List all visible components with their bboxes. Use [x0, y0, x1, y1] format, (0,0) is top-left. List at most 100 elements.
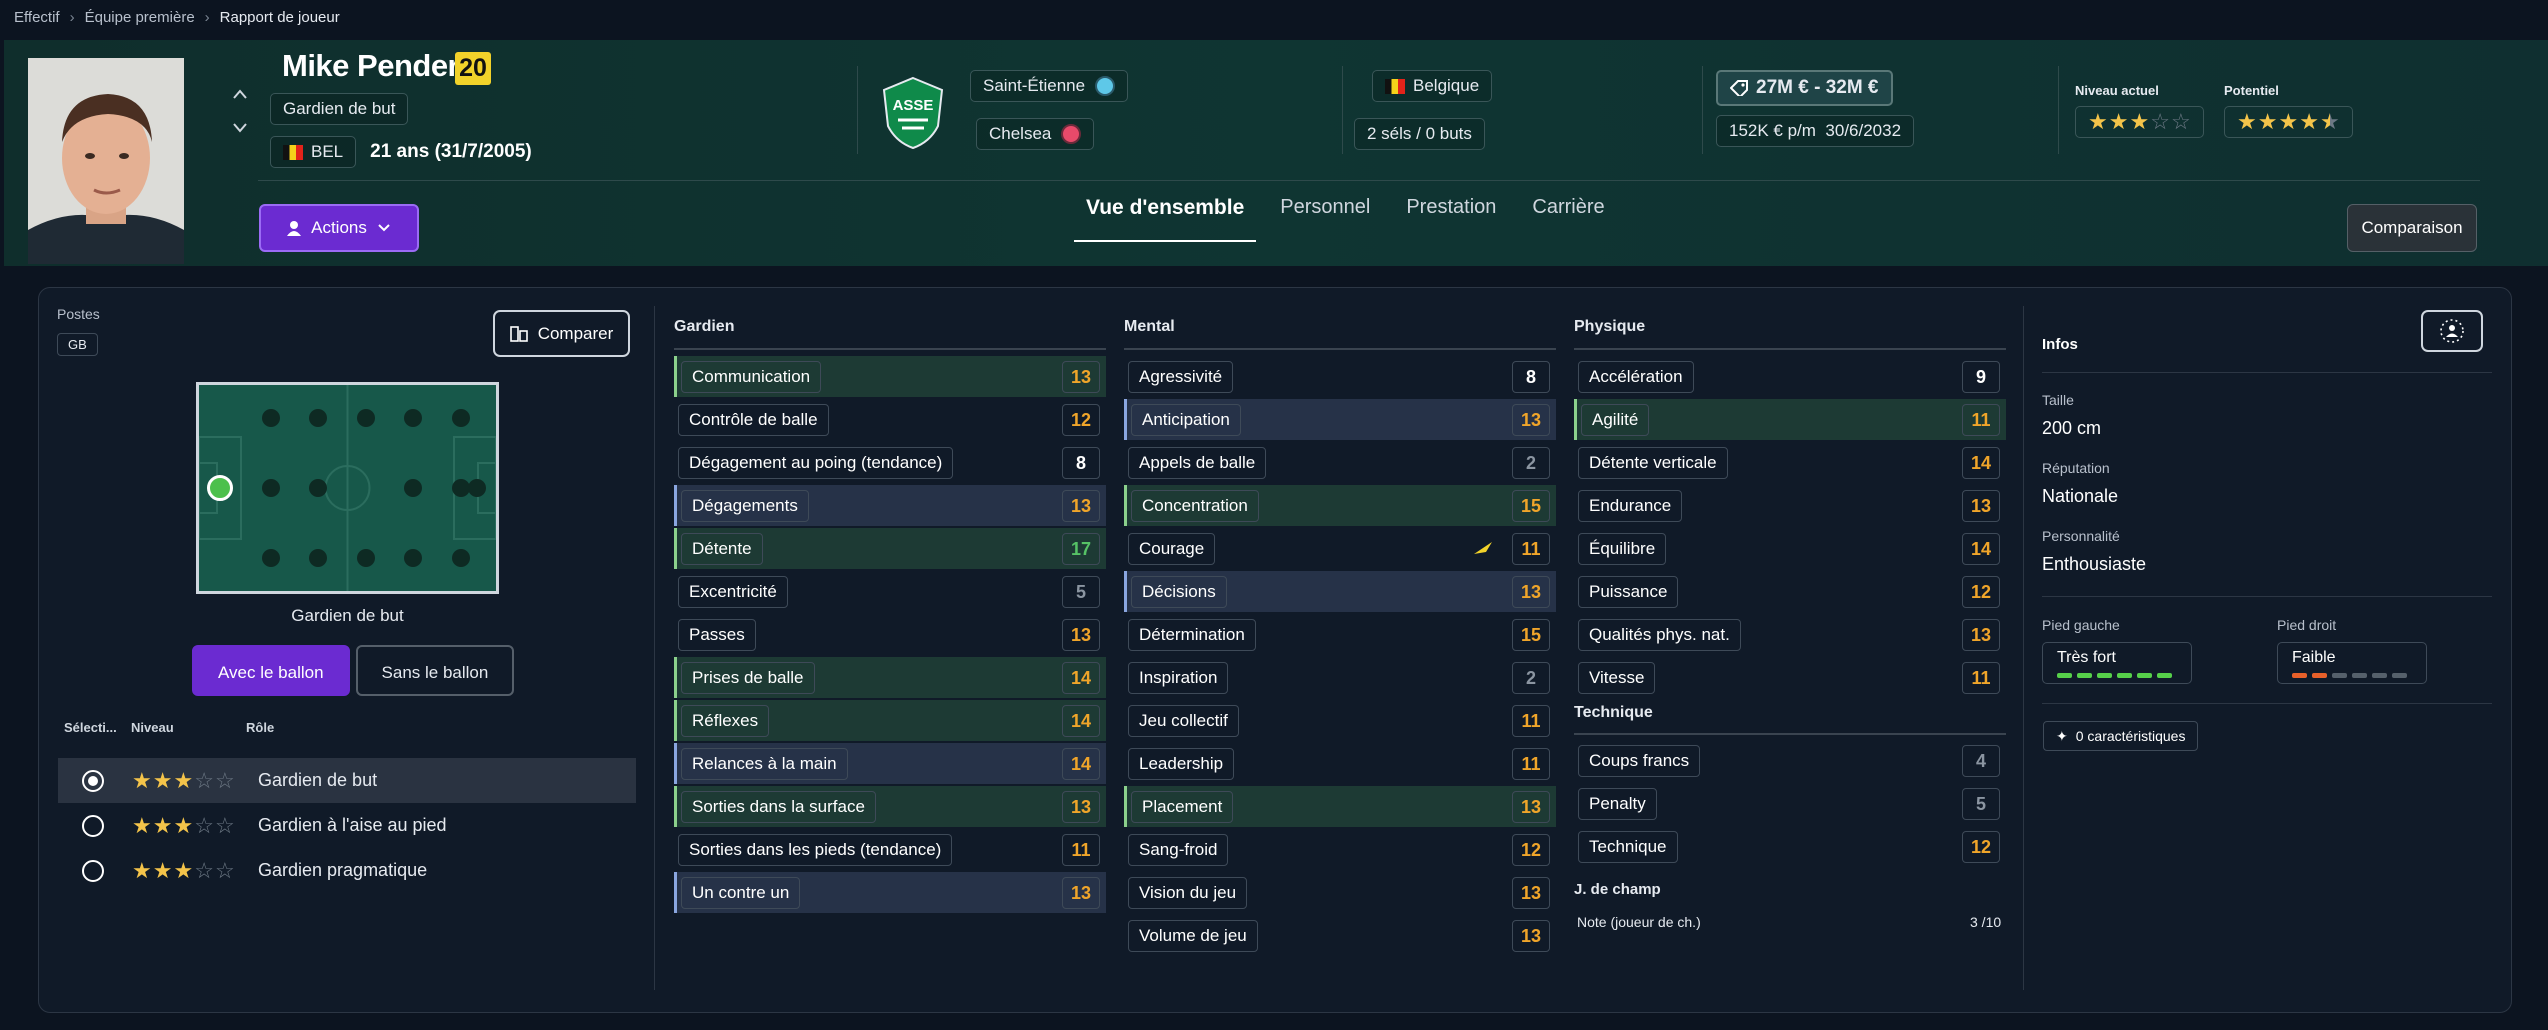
attribute-row[interactable]: Réflexes 14	[674, 700, 1106, 741]
attribute-row[interactable]: Volume de jeu 13	[1124, 915, 1556, 956]
tab-overview[interactable]: Vue d'ensemble	[1073, 196, 1257, 242]
breadcrumb-item-effectif[interactable]: Effectif	[14, 8, 60, 26]
role-row[interactable]: ★ ★ ★ ☆ ☆ Gardien de but	[58, 758, 636, 803]
attribute-row[interactable]: Agressivité 8	[1124, 356, 1556, 397]
role-radio[interactable]	[82, 859, 104, 882]
attribute-value: 11	[1062, 833, 1100, 866]
parent-club-pill[interactable]: Chelsea	[976, 118, 1095, 150]
pitch-slot[interactable]	[262, 409, 280, 427]
attribute-value: 13	[1062, 790, 1100, 823]
pitch-slot[interactable]	[262, 479, 280, 497]
attribute-row[interactable]: Placement 13	[1124, 786, 1556, 827]
attribute-row[interactable]: Appels de balle 2	[1124, 442, 1556, 483]
attribute-value: 11	[1512, 532, 1550, 565]
tab-career[interactable]: Carrière	[1532, 196, 1605, 218]
attribute-name: Accélération	[1578, 360, 1694, 393]
country-pill[interactable]: Belgique	[1372, 70, 1493, 102]
foot-level-segment	[2312, 673, 2327, 678]
pitch-slot[interactable]	[452, 549, 470, 567]
attribute-row[interactable]: Dégagements 13	[674, 485, 1106, 526]
caps-pill: 2 séls / 0 buts	[1354, 118, 1485, 150]
attribute-row[interactable]: Décisions 13	[1124, 571, 1556, 612]
attribute-row[interactable]: Courage 11	[1124, 528, 1556, 569]
pitch-slot[interactable]	[357, 409, 375, 427]
foot-level-segment	[2392, 673, 2407, 678]
compare-button[interactable]: Comparer	[493, 310, 630, 357]
goalkeeper-position-marker[interactable]	[207, 475, 233, 501]
foot-level-segment	[2077, 673, 2092, 678]
pitch-slot[interactable]	[404, 409, 422, 427]
without-ball-toggle[interactable]: Sans le ballon	[355, 645, 515, 696]
attribute-row[interactable]: Sorties dans la surface 13	[674, 786, 1106, 827]
attribute-row[interactable]: Penalty 5	[1574, 783, 2006, 824]
attribute-row[interactable]: Agilité 11	[1574, 399, 2006, 440]
attribute-row[interactable]: Dégagement au poing (tendance) 8	[674, 442, 1106, 483]
attribute-row[interactable]: Équilibre 14	[1574, 528, 2006, 569]
pitch-slot[interactable]	[404, 549, 422, 567]
traits-button[interactable]: ✦ 0 caractéristiques	[2043, 721, 2199, 751]
attribute-row[interactable]: Communication 13	[674, 356, 1106, 397]
attribute-row[interactable]: Un contre un 13	[674, 872, 1106, 913]
position-code-badge[interactable]: GB	[57, 333, 98, 356]
attribute-row[interactable]: Détente verticale 14	[1574, 442, 2006, 483]
pitch-slot[interactable]	[452, 479, 470, 497]
pitch-slot[interactable]	[262, 549, 280, 567]
pitch-slot[interactable]	[404, 479, 422, 497]
attribute-row[interactable]: Anticipation 13	[1124, 399, 1556, 440]
attribute-row[interactable]: Leadership 11	[1124, 743, 1556, 784]
chevron-up-icon[interactable]	[232, 84, 248, 105]
foot-level-segment	[2352, 673, 2367, 678]
attribute-row[interactable]: Prises de balle 14	[674, 657, 1106, 698]
goalkeeping-heading: Gardien	[674, 318, 735, 335]
breadcrumb-item-team[interactable]: Équipe première	[84, 8, 195, 26]
role-radio[interactable]	[82, 814, 104, 837]
attribute-row[interactable]: Qualités phys. nat. 13	[1574, 614, 2006, 655]
position-pitch[interactable]	[196, 382, 499, 594]
nationality-pill[interactable]: BEL	[270, 136, 357, 168]
attribute-row[interactable]: Vision du jeu 13	[1124, 872, 1556, 913]
pitch-slot[interactable]	[452, 409, 470, 427]
attribute-row[interactable]: Puissance 12	[1574, 571, 2006, 612]
pitch-slot[interactable]	[309, 479, 327, 497]
outfield-rating-value: 3 /10	[1970, 914, 2002, 930]
attribute-row[interactable]: Concentration 15	[1124, 485, 1556, 526]
attribute-row[interactable]: Excentricité 5	[674, 571, 1106, 612]
pitch-slot[interactable]	[468, 479, 486, 497]
attribute-row[interactable]: Inspiration 2	[1124, 657, 1556, 698]
attribute-row[interactable]: Sang-froid 12	[1124, 829, 1556, 870]
foot-level-segment	[2372, 673, 2387, 678]
pitch-slot[interactable]	[357, 549, 375, 567]
attribute-name: Relances à la main	[681, 747, 848, 780]
user-icon	[287, 221, 302, 236]
role-radio[interactable]	[82, 769, 104, 792]
profile-settings-button[interactable]	[2421, 310, 2483, 352]
pitch-slot[interactable]	[309, 549, 327, 567]
attribute-row[interactable]: Endurance 13	[1574, 485, 2006, 526]
right-foot-box: Faible	[2277, 642, 2427, 684]
attribute-row[interactable]: Jeu collectif 11	[1124, 700, 1556, 741]
role-row[interactable]: ★ ★ ★ ☆ ☆ Gardien à l'aise au pied	[58, 803, 636, 848]
attribute-row[interactable]: Sorties dans les pieds (tendance) 11	[674, 829, 1106, 870]
chevron-down-icon[interactable]	[232, 118, 248, 139]
tab-performance[interactable]: Prestation	[1406, 196, 1497, 218]
tab-personal[interactable]: Personnel	[1280, 196, 1371, 218]
attribute-row[interactable]: Accélération 9	[1574, 356, 2006, 397]
attribute-row[interactable]: Vitesse 11	[1574, 657, 2006, 698]
contract-pill[interactable]: 152K € p/m 30/6/2032	[1716, 115, 1915, 147]
attribute-row[interactable]: Technique 12	[1574, 826, 2006, 867]
with-ball-toggle[interactable]: Avec le ballon	[192, 645, 350, 696]
attribute-row[interactable]: Contrôle de balle 12	[674, 399, 1106, 440]
role-row[interactable]: ★ ★ ★ ☆ ☆ Gardien pragmatique	[58, 848, 636, 893]
comparison-button[interactable]: Comparaison	[2347, 204, 2477, 252]
attribute-row[interactable]: Passes 13	[674, 614, 1106, 655]
club-pill[interactable]: Saint-Étienne	[970, 70, 1129, 102]
attribute-row[interactable]: Relances à la main 14	[674, 743, 1106, 784]
attribute-name: Détermination	[1128, 618, 1256, 651]
attribute-row[interactable]: Détente 17	[674, 528, 1106, 569]
attribute-row[interactable]: Détermination 15	[1124, 614, 1556, 655]
potential-label: Potentiel	[2224, 83, 2279, 98]
market-value-pill[interactable]: 27M € - 32M €	[1716, 70, 1893, 106]
actions-button[interactable]: Actions	[259, 204, 419, 252]
attribute-row[interactable]: Coups francs 4	[1574, 740, 2006, 781]
pitch-slot[interactable]	[309, 409, 327, 427]
